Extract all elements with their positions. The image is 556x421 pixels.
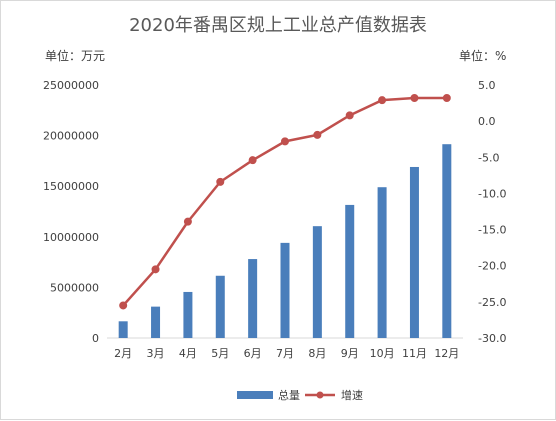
left-axis-tick: 0 bbox=[92, 332, 99, 345]
x-axis-tick: 8月 bbox=[308, 347, 326, 360]
right-axis-tick: -15.0 bbox=[478, 224, 506, 237]
right-axis-tick: 5.0 bbox=[478, 79, 496, 92]
right-axis-tick: -5.0 bbox=[478, 151, 499, 164]
line-point bbox=[216, 177, 225, 186]
bar bbox=[183, 291, 193, 338]
right-axis-tick: -30.0 bbox=[478, 332, 506, 345]
legend-bar-label: 总量 bbox=[278, 388, 300, 402]
bar bbox=[280, 242, 290, 338]
right-axis-tick: -10.0 bbox=[478, 187, 506, 200]
x-axis-tick: 6月 bbox=[244, 347, 262, 360]
x-axis-tick: 9月 bbox=[341, 347, 359, 360]
line-point bbox=[151, 265, 160, 274]
x-axis-tick: 12月 bbox=[434, 347, 459, 360]
bar bbox=[345, 204, 355, 338]
left-axis-tick: 25000000 bbox=[43, 79, 99, 92]
bar bbox=[409, 166, 419, 338]
right-axis-tick: -20.0 bbox=[478, 260, 506, 273]
line-point bbox=[119, 301, 128, 310]
bar bbox=[312, 226, 322, 338]
x-axis-tick: 11月 bbox=[402, 347, 427, 360]
right-axis-tick: 0.0 bbox=[478, 115, 496, 128]
left-axis-tick: 15000000 bbox=[43, 180, 99, 193]
x-axis-tick: 10月 bbox=[370, 347, 395, 360]
x-axis-tick: 2月 bbox=[114, 347, 132, 360]
legend-line-label: 增速 bbox=[341, 388, 363, 402]
bar bbox=[151, 306, 161, 338]
line-point bbox=[442, 94, 451, 103]
line-point bbox=[281, 137, 289, 146]
x-axis-tick: 7月 bbox=[276, 347, 294, 360]
x-axis-tick: 3月 bbox=[147, 347, 165, 360]
bar bbox=[377, 187, 387, 338]
x-axis-tick: 4月 bbox=[179, 347, 197, 360]
line-point bbox=[248, 156, 257, 165]
bar bbox=[442, 144, 452, 338]
left-axis-tick: 10000000 bbox=[43, 231, 99, 244]
right-axis-unit: 单位：% bbox=[459, 49, 507, 63]
left-axis-tick: 20000000 bbox=[43, 130, 99, 143]
line-point bbox=[313, 130, 322, 139]
line-point bbox=[378, 96, 387, 105]
bar bbox=[248, 259, 258, 338]
right-axis-tick: -25.0 bbox=[478, 296, 506, 309]
x-axis-tick: 5月 bbox=[211, 347, 229, 360]
left-axis-tick: 5000000 bbox=[50, 281, 99, 294]
line-point bbox=[183, 217, 192, 226]
line-point bbox=[410, 94, 419, 103]
legend-bar-swatch bbox=[237, 391, 273, 399]
line-point bbox=[345, 111, 354, 120]
legend-line-marker bbox=[316, 391, 324, 399]
bar bbox=[215, 275, 225, 338]
bar bbox=[118, 321, 128, 338]
chart-title: 2020年番禺区规上工业总产值数据表 bbox=[129, 15, 427, 36]
left-axis-unit: 单位：万元 bbox=[45, 49, 106, 63]
